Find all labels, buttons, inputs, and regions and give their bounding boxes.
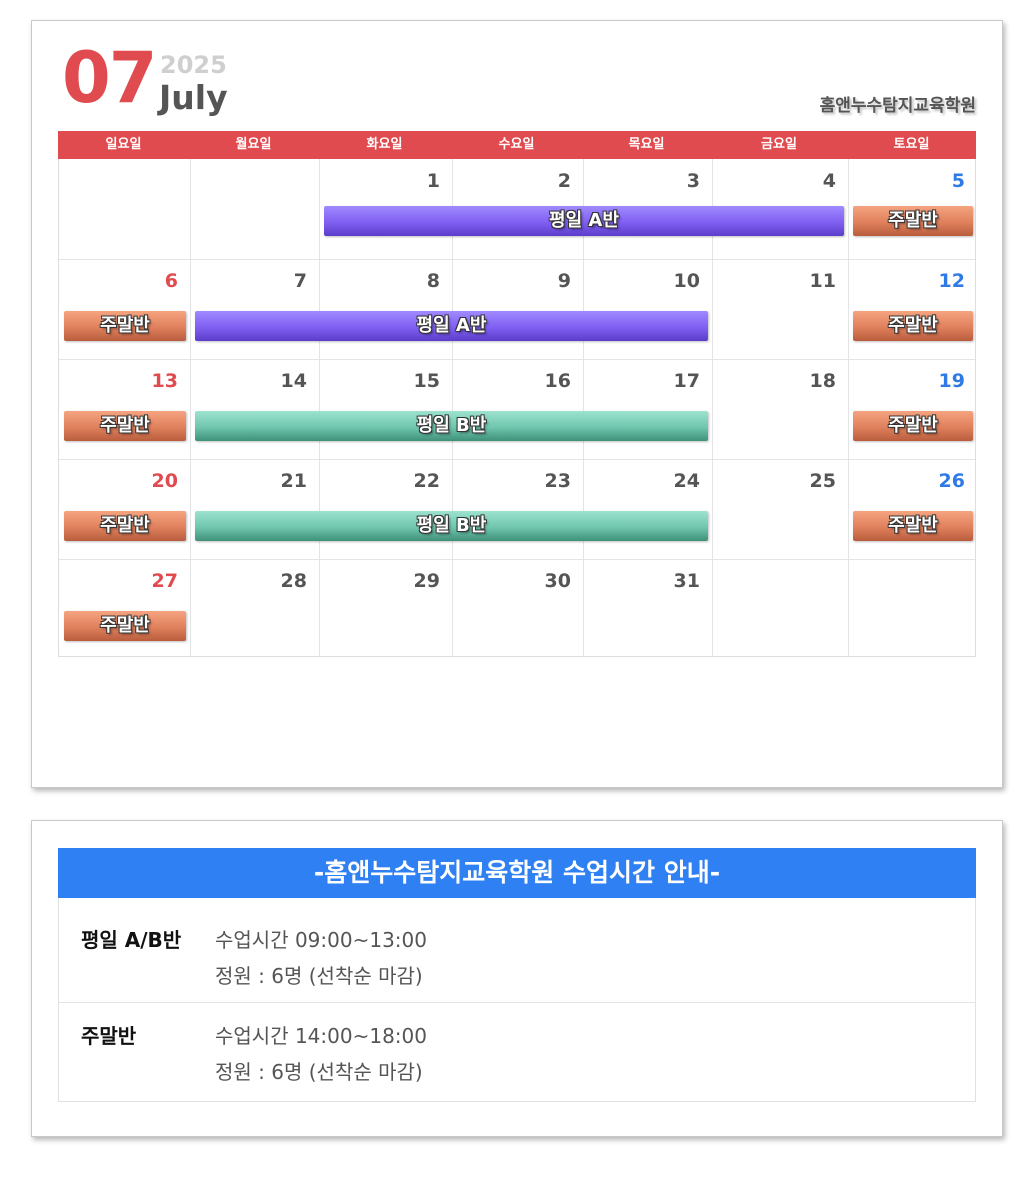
grid-row-line — [59, 459, 975, 460]
info-row-time: 수업시간 09:00~13:00 — [215, 928, 427, 952]
event-bar-weekend[interactable]: 주말반 — [853, 411, 973, 441]
day-number: 28 — [280, 570, 307, 592]
day-number: 14 — [280, 370, 307, 392]
event-bar-weekend[interactable]: 주말반 — [853, 311, 973, 341]
event-bar-weekday-a[interactable]: 평일 A반 — [195, 311, 708, 341]
weekday-label: 수요일 — [498, 137, 535, 152]
grid-column-line — [712, 159, 713, 656]
weekday-label: 월요일 — [235, 137, 272, 152]
day-number: 25 — [809, 470, 836, 492]
day-number: 19 — [938, 370, 965, 392]
day-number: 26 — [938, 470, 965, 492]
day-number: 12 — [938, 270, 965, 292]
schedule-info-title: -홈앤누수탐지교육학원 수업시간 안내- — [58, 848, 976, 898]
calendar-grid: 1 2 3 4 5 6 7 8 9 10 11 12 13 14 15 16 17 18 19 20 21 22 23 24 2… — [58, 159, 976, 657]
weekday-label: 화요일 — [366, 137, 403, 152]
schedule-info-table: 평일 A/B반 수업시간 09:00~13:00 정원 : 6명 (선착순 마감… — [58, 898, 976, 1102]
day-number: 24 — [673, 470, 700, 492]
day-number: 30 — [544, 570, 571, 592]
event-bar-weekend[interactable]: 주말반 — [64, 411, 186, 441]
month-number: 07 — [62, 37, 157, 119]
event-bar-weekday-b[interactable]: 평일 B반 — [195, 511, 708, 541]
weekday-header: 일요일 월요일 화요일 수요일 목요일 금요일 토요일 — [58, 131, 976, 159]
day-number: 7 — [293, 270, 307, 292]
info-row-label: 평일 A/B반 — [81, 928, 182, 952]
grid-row-line — [59, 359, 975, 360]
day-number: 1 — [426, 170, 440, 192]
weekday-label: 토요일 — [893, 137, 930, 152]
info-divider — [59, 1002, 975, 1003]
schedule-info-card: -홈앤누수탐지교육학원 수업시간 안내- 평일 A/B반 수업시간 09:00~… — [31, 820, 1003, 1137]
day-number: 10 — [673, 270, 700, 292]
day-number: 5 — [951, 170, 965, 192]
day-number: 11 — [809, 270, 836, 292]
event-bar-weekend[interactable]: 주말반 — [853, 511, 973, 541]
day-number: 15 — [413, 370, 440, 392]
grid-column-line — [583, 159, 584, 656]
weekday-label: 금요일 — [761, 137, 797, 152]
day-number: 4 — [822, 170, 836, 192]
info-row-capacity: 정원 : 6명 (선착순 마감) — [215, 1060, 423, 1084]
day-number: 21 — [280, 470, 307, 492]
day-number: 18 — [809, 370, 836, 392]
event-bar-weekend[interactable]: 주말반 — [64, 511, 186, 541]
event-bar-weekend[interactable]: 주말반 — [853, 206, 973, 236]
grid-row-line — [59, 559, 975, 560]
grid-column-line — [452, 159, 453, 656]
event-bar-weekend[interactable]: 주말반 — [64, 611, 186, 641]
day-number: 3 — [686, 170, 700, 192]
day-number: 13 — [151, 370, 178, 392]
calendar-card: 07 2025 July 홈앤누수탐지교육학원 일요일 월요일 화요일 수요일 목요일 금… — [31, 20, 1003, 788]
weekday-label: 일요일 — [105, 137, 142, 152]
day-number: 22 — [413, 470, 440, 492]
weekday-label: 목요일 — [628, 137, 665, 152]
day-number: 29 — [413, 570, 440, 592]
day-number: 16 — [544, 370, 571, 392]
day-number: 20 — [151, 470, 178, 492]
info-row-capacity: 정원 : 6명 (선착순 마감) — [215, 964, 423, 988]
grid-row-line — [59, 259, 975, 260]
day-number: 23 — [544, 470, 571, 492]
day-number: 2 — [557, 170, 571, 192]
month-name: July — [159, 78, 228, 117]
year-label: 2025 — [160, 51, 227, 79]
info-row-label: 주말반 — [81, 1024, 137, 1048]
event-bar-weekday-a[interactable]: 평일 A반 — [324, 206, 844, 236]
academy-name: 홈앤누수탐지교육학원 — [819, 96, 976, 116]
day-number: 8 — [426, 270, 440, 292]
day-number: 27 — [151, 570, 178, 592]
day-number: 31 — [673, 570, 700, 592]
day-number: 9 — [557, 270, 571, 292]
event-bar-weekday-b[interactable]: 평일 B반 — [195, 411, 708, 441]
event-bar-weekend[interactable]: 주말반 — [64, 311, 186, 341]
grid-column-line — [190, 159, 191, 656]
day-number: 6 — [164, 270, 178, 292]
grid-column-line — [848, 159, 849, 656]
grid-column-line — [319, 159, 320, 656]
day-number: 17 — [673, 370, 700, 392]
info-row-time: 수업시간 14:00~18:00 — [215, 1024, 427, 1048]
